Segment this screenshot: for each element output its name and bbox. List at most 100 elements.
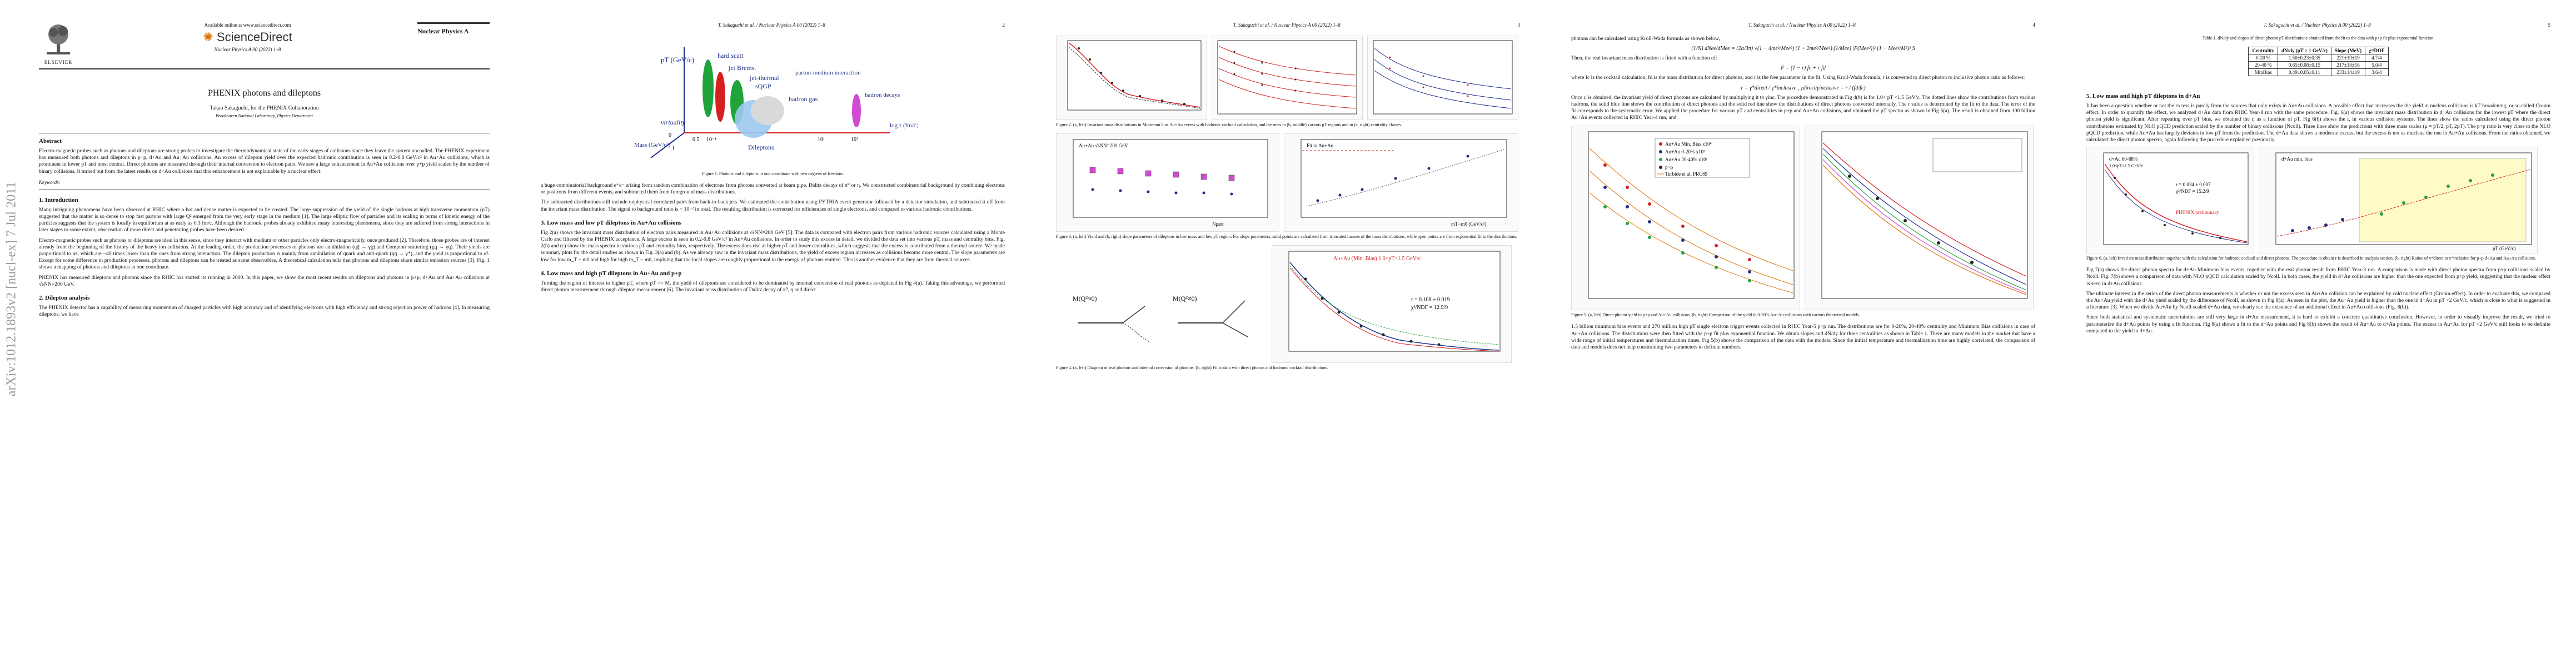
sciencedirect-swirl-icon: ✺ (203, 30, 213, 44)
running-head: T. Sakaguchi et al. / Nuclear Physics A … (1233, 22, 1520, 28)
figure-3a: Au+Au √sNN=200 GeV Npart (1056, 133, 1279, 232)
figure-6a-title: d+Au 60-88% (2109, 156, 2138, 162)
table-header: Centrality (2248, 47, 2278, 54)
figure-2 (1056, 36, 1520, 120)
figure-5b (1805, 126, 2034, 311)
p4-para-4: Once r, is obtained, the invariant yield… (1571, 94, 2035, 121)
running-head: T. Sakaguchi et al. / Nuclear Physics A … (718, 22, 1005, 28)
p4-para-3: where fc is the cocktail calculation, fd… (1571, 74, 2025, 81)
figure-3: Au+Au √sNN=200 GeV Npart Fit to Au+Au mT… (1056, 133, 1520, 232)
p4-para-5: 1.5 billion minimum bias events and 270 … (1571, 323, 2035, 351)
figure-4b-chi2: χ²/NDF = 12.9/9 (1411, 305, 1448, 311)
tick-10-1: 10¹ (818, 137, 825, 143)
figure-6b: d+Au min. bias pT (GeV/c) (2259, 147, 2538, 254)
publisher-name: ELSEVIER (44, 59, 73, 65)
tick-10-minus-1: 10⁻¹ (706, 137, 716, 143)
elsevier-block: ELSEVIER (39, 22, 78, 65)
equation-2: F = (1 − r) fc + r fd (1781, 65, 1826, 72)
figure-1: pT (GeV/c) hard scatt jet Brems. jet-the… (541, 36, 1005, 169)
sqgp-label: sQGP (755, 82, 771, 90)
hadron-gas-blob (750, 96, 784, 125)
jet-brems-label: jet Brems. (728, 64, 756, 72)
legend-entry-2: Au+Au 20-40% x10¹ (1665, 157, 1708, 162)
table-header: χ²/DOF (2365, 47, 2389, 54)
figure-4b-fit-text: r = 0.108 ± 0.019 (1411, 297, 1449, 303)
figure-6b-xlabel: pT (GeV/c) (2493, 246, 2516, 251)
figure-2b (1212, 36, 1363, 120)
abstract-heading: Abstract (39, 138, 62, 145)
figure-4: M(Q²≈0) M(Q²≠0) Au+Au (Min. Bias) 1.0<pT… (1056, 245, 1520, 363)
figure-5a-legend: Au+Au Min. Bias x10⁴ Au+Au 0-20% x10² Au… (1655, 138, 1750, 178)
page-5: T. Sakaguchi et al. / Nuclear Physics A … (2061, 0, 2576, 667)
jet-brems-blob (715, 72, 725, 122)
figure-3a-xlabel: Npart (1212, 221, 1224, 227)
arxiv-stamp: arXiv:1012.1893v2 [nucl-ex] 7 Jul 2011 (4, 181, 19, 397)
figure-6: d+Au 60-88% 1.0<pT<1.5 GeV/c r = 0.034 ±… (2086, 147, 2550, 254)
equation-1: (1/N) dNee/dMee = (2α/3π) √(1 − 4me²/Mee… (1691, 46, 1915, 52)
section-5-heading: 5. Low mass and high pT dileptons in d+A… (2086, 93, 2200, 99)
page-1: arXiv:1012.1893v2 [nucl-ex] 7 Jul 2011 E… (0, 0, 515, 667)
p2-para-3: Fig 2(a) shows the invariant mass distri… (541, 229, 1005, 263)
figure-3b-title: Fit to Au+Au (1307, 143, 1334, 148)
virtuality-label: virtuality (661, 118, 686, 126)
p4-para-2: Then, the real invariant mass distributi… (1571, 55, 1717, 62)
mass-axis-line (650, 132, 685, 158)
figure-3b-xlabel: mT−m0 (GeV/c²) (1451, 221, 1487, 227)
journal-name: Nuclear Physics A (417, 22, 490, 36)
figure-1-caption: Figure 1. Photons and dileptons in one c… (701, 171, 844, 176)
p5-para-3: The ultimate interest in the series of t… (2086, 290, 2550, 311)
section-1-heading: 1. Introduction (39, 196, 78, 203)
logt-label: log τ (fm/c) (890, 122, 918, 129)
table-row: MinBias 0.49±0.05±0.11 233±14±19 3.6/4 (2248, 68, 2389, 76)
running-head: T. Sakaguchi et al. / Nuclear Physics A … (2263, 22, 2550, 28)
abstract-text: Electro-magnetic probes such as photons … (39, 148, 490, 175)
page-3: T. Sakaguchi et al. / Nuclear Physics A … (1030, 0, 1546, 667)
legend-entry-3: p+p (1665, 165, 1673, 170)
sciencedirect-logo: ✺ ScienceDirect (203, 30, 292, 44)
intro-para-2: Electro-magnetic probes such as photons … (39, 237, 490, 271)
figure-2c (1367, 36, 1518, 120)
figure-4-caption: Figure 4. (a, left) Diagram of real phot… (1056, 365, 1328, 370)
sciencedirect-block: Available online at www.sciencedirect.co… (78, 22, 417, 52)
page-4: T. Sakaguchi et al. / Nuclear Physics A … (1546, 0, 2061, 667)
citation: Nuclear Physics A 00 (2022) 1–8 (214, 47, 281, 52)
p2-para-1: a huge combinatorial background e⁺e⁻ ari… (541, 182, 1005, 196)
figure-5-caption: Figure 5. (a, left) Direct photon yield … (1571, 312, 1860, 318)
figure-6a: d+Au 60-88% 1.0<pT<1.5 GeV/c r = 0.034 ±… (2086, 147, 2254, 254)
figure-3-caption: Figure 3. (a, left) Yield and (b, right)… (1056, 234, 1517, 239)
dilepton-para-1: The PHENIX detector has a capability of … (39, 305, 490, 318)
figure-1-diagram: pT (GeV/c) hard scatt jet Brems. jet-the… (634, 47, 918, 158)
figure-4a-virtual-label: M(Q²≠0) (1173, 295, 1197, 302)
pt-axis-label: pT (GeV/c) (661, 56, 694, 64)
section-4-heading: 4. Low mass and high pT dileptons in Au+… (541, 270, 682, 277)
keywords: Keywords: (39, 179, 61, 185)
hadron-decays-label: hadron decays (865, 92, 900, 98)
affiliation: Brookhaven National Laboratory, Physics … (215, 113, 313, 118)
running-head: T. Sakaguchi et al. / Nuclear Physics A … (1748, 22, 2035, 28)
table-row: 20-40 % 0.65±0.08±0.15 217±18±16 5.0/4 (2248, 61, 2389, 69)
figure-2-caption: Figure 2. (a, left) Invariant mass distr… (1056, 122, 1402, 127)
jet-thermal-label: jet-thermal (749, 74, 779, 82)
hard-scatt-label: hard scatt (718, 52, 744, 59)
tick-10-7: 10⁷ (851, 137, 859, 143)
figure-4b-legend-title: Au+Au (Min. Bias) 1.0<pT<1.5 GeV/c (1333, 256, 1421, 262)
paper-title: PHENIX photons and dileptons (207, 88, 321, 98)
journal-header: ELSEVIER Available online at www.science… (39, 22, 490, 69)
tick-0: 0 (669, 132, 671, 138)
mass-axis-label: Mass (GeV/c²) (634, 142, 671, 148)
figure-4a-real-label: M(Q²≈0) (1073, 295, 1097, 302)
figure-5a: Au+Au Min. Bias x10⁴ Au+Au 0-20% x10² Au… (1571, 126, 1800, 311)
intro-para-3: PHENIX has measured dileptons and photon… (39, 274, 490, 287)
p4-para-1: photons can be calculated using Kroll-Wa… (1571, 36, 1720, 42)
p5-para-1: It has been a question whether or not th… (2086, 103, 2550, 143)
figure-6-caption: Figure 6. (a, left) Invariant mass distr… (2086, 256, 2536, 261)
hard-scatt-blob (702, 59, 714, 117)
figure-6a-r-value: r = 0.034 ± 0.007 (2176, 182, 2211, 187)
figure-4a: M(Q²≈0) M(Q²≠0) (1073, 295, 1248, 343)
figure-5: Au+Au Min. Bias x10⁴ Au+Au 0-20% x10² Au… (1571, 126, 2035, 311)
tick-1: 1 (672, 145, 675, 151)
hadron-gas-label: hadron gas (789, 95, 818, 103)
table-row: 0-20 % 1.50±0.23±0.35 221±19±19 4.7/4 (2248, 54, 2389, 62)
figure-3b: Fit to Au+Au mT−m0 (GeV/c²) (1284, 133, 1518, 232)
figure-3a-title: Au+Au √sNN=200 GeV (1079, 143, 1128, 148)
